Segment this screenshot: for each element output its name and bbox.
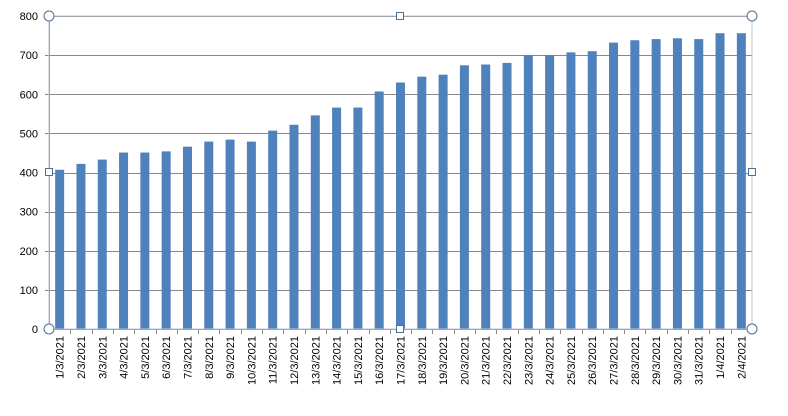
x-tick-label: 3/3/2021 (97, 336, 109, 379)
selection-handles[interactable] (43, 10, 758, 335)
bar (502, 62, 512, 329)
bar (481, 64, 491, 329)
x-tick-label: 19/3/2021 (438, 336, 450, 385)
bar (246, 141, 256, 329)
x-tick-label: 13/3/2021 (310, 336, 322, 385)
bar (630, 40, 640, 329)
x-tick-label: 16/3/2021 (374, 336, 386, 385)
bar (587, 51, 597, 330)
x-tick-label: 2/4/2021 (736, 336, 748, 379)
x-tick-label: 4/3/2021 (119, 336, 131, 379)
resize-handle-corner[interactable] (746, 323, 758, 335)
bar (289, 124, 299, 329)
y-axis-tick-labels: 0 100 200 300 400 500 600 700 800 (20, 11, 38, 336)
x-tick-label: 9/3/2021 (225, 336, 237, 379)
bar (396, 82, 405, 329)
x-tick-label: 18/3/2021 (417, 336, 429, 385)
bars (55, 33, 746, 330)
y-tick-label: 500 (20, 128, 38, 140)
bar (651, 39, 661, 330)
x-tick-label: 30/3/2021 (672, 336, 684, 385)
bar (310, 115, 320, 329)
bar (353, 107, 363, 330)
bar (332, 107, 342, 330)
bar (97, 159, 107, 329)
x-tick-label: 27/3/2021 (609, 336, 621, 385)
x-tick-label: 25/3/2021 (566, 336, 578, 385)
resize-handle-corner[interactable] (746, 10, 758, 22)
y-tick-label: 0 (32, 324, 38, 336)
resize-handle-edge[interactable] (396, 12, 404, 20)
x-tick-label: 23/3/2021 (523, 336, 535, 385)
bar (545, 55, 555, 329)
bar (672, 38, 682, 330)
y-tick-label: 200 (20, 246, 38, 258)
x-tick-label: 6/3/2021 (161, 336, 173, 379)
y-tick-label: 600 (20, 89, 38, 101)
bar (204, 141, 214, 329)
x-tick-label: 8/3/2021 (204, 336, 216, 379)
x-tick-label: 15/3/2021 (353, 336, 365, 385)
resize-handle-edge[interactable] (45, 168, 53, 176)
bar (417, 76, 427, 329)
x-tick-label: 11/3/2021 (268, 336, 280, 384)
bar (140, 152, 150, 329)
bar (459, 65, 469, 330)
x-axis-tick-labels: 1/3/2021 2/3/2021 3/3/2021 4/3/2021 5/3/2021… (55, 336, 749, 385)
bar (523, 55, 533, 329)
y-tick-label: 400 (20, 168, 38, 180)
bar (225, 139, 235, 329)
x-tick-label: 7/3/2021 (182, 336, 194, 379)
x-tick-label: 21/3/2021 (481, 336, 493, 385)
bar (161, 151, 171, 329)
x-tick-label: 14/3/2021 (332, 336, 344, 385)
x-tick-label: 20/3/2021 (459, 336, 471, 385)
x-tick-label: 17/3/2021 (396, 336, 408, 385)
bar (119, 152, 129, 329)
resize-handle-corner[interactable] (43, 10, 55, 22)
bar (566, 52, 576, 329)
y-tick-label: 300 (20, 207, 38, 219)
bar (268, 130, 278, 329)
x-tick-label: 26/3/2021 (587, 336, 599, 385)
x-tick-label: 5/3/2021 (140, 336, 152, 379)
bar (438, 74, 448, 329)
x-tick-label: 10/3/2021 (246, 336, 258, 385)
y-tick-label: 100 (20, 285, 38, 297)
y-tick-label: 700 (20, 50, 38, 62)
x-tick-label: 1/3/2021 (55, 336, 67, 379)
x-tick-label: 29/3/2021 (651, 336, 663, 385)
resize-handle-edge[interactable] (748, 168, 756, 176)
x-tick-label: 1/4/2021 (715, 336, 727, 379)
x-tick-label: 31/3/2021 (694, 336, 706, 385)
bar (182, 146, 192, 329)
resize-handle-corner[interactable] (43, 323, 55, 335)
bar (736, 33, 746, 330)
x-tick-label: 28/3/2021 (630, 336, 642, 385)
x-tick-label: 2/3/2021 (76, 336, 88, 379)
bar (374, 91, 384, 329)
bar (55, 169, 65, 329)
x-tick-label: 12/3/2021 (289, 336, 301, 385)
x-tick-label: 24/3/2021 (545, 336, 557, 385)
bar (76, 163, 86, 329)
bar (715, 33, 725, 330)
bar (609, 42, 619, 329)
resize-handle-edge[interactable] (396, 325, 404, 333)
y-tick-label: 800 (20, 11, 38, 23)
x-tick-label: 22/3/2021 (502, 336, 514, 385)
bar (694, 39, 704, 330)
